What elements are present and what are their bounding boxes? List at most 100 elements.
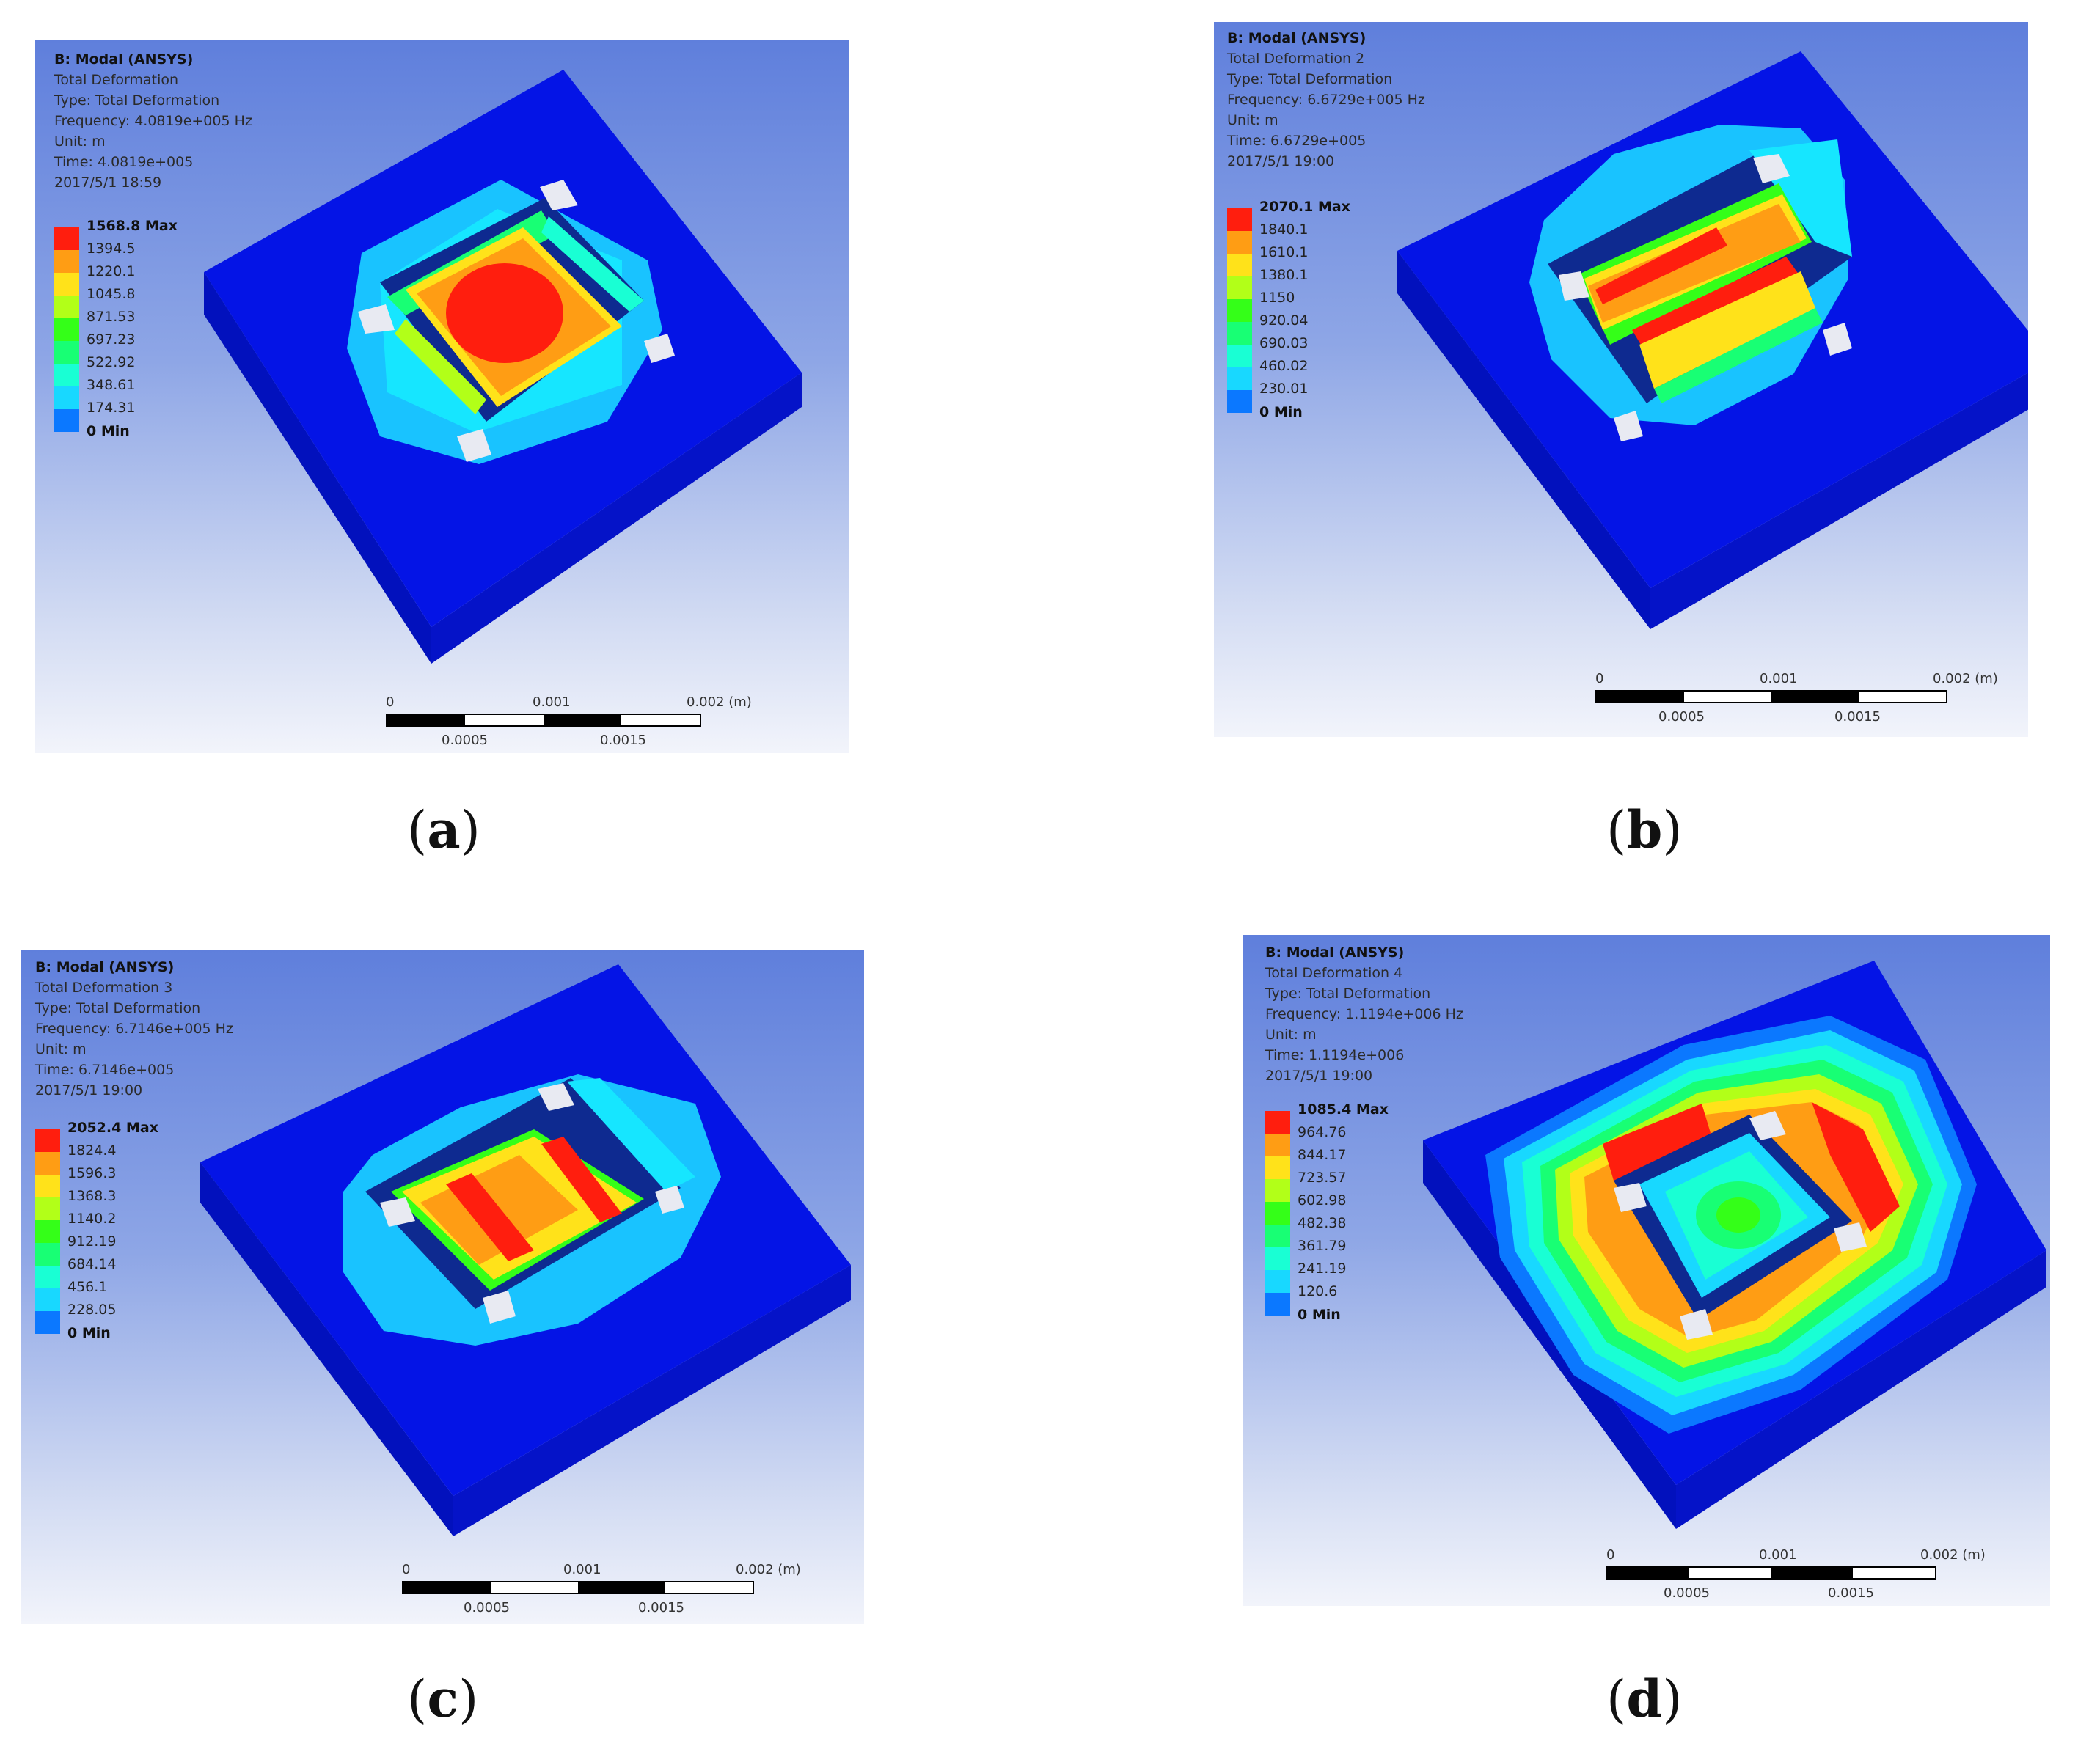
- scale-tick: 0.0005: [1658, 709, 1705, 725]
- legend-value: 1140.2: [67, 1211, 117, 1227]
- caption-letter: d: [1626, 1668, 1663, 1729]
- max-band-1: [446, 1173, 534, 1261]
- header-line: Time: 6.7146e+005: [35, 1062, 175, 1078]
- legend-swatch: [1265, 1156, 1290, 1179]
- caption-a: (a): [407, 799, 480, 860]
- mass-orange: [1588, 204, 1801, 323]
- scale-tick: 0.0015: [1834, 709, 1881, 725]
- scale-bar-graphic: [1595, 690, 1947, 703]
- header-line: Total Deformation 3: [35, 980, 173, 996]
- legend-value: 1394.5: [87, 241, 136, 257]
- header-line: Frequency: 1.1194e+006 Hz: [1265, 1006, 1463, 1022]
- header-line: Total Deformation: [54, 72, 179, 88]
- panel-d: B: Modal (ANSYS) Total Deformation 4 Typ…: [1243, 935, 2050, 1606]
- caption-letter: b: [1626, 799, 1663, 860]
- scale-tick: 0.0015: [638, 1600, 684, 1615]
- corner-notch-2: [1559, 271, 1589, 301]
- result-header: B: Modal (ANSYS) Total Deformation 3 Typ…: [35, 957, 233, 1101]
- scale-block: [387, 715, 465, 725]
- scale-block: [578, 1582, 665, 1593]
- legend-swatch: [1227, 208, 1252, 231]
- plate-side-right: [431, 373, 802, 664]
- caption-letter: a: [427, 799, 461, 860]
- header-line: Type: Total Deformation: [54, 92, 220, 109]
- legend-swatch: [35, 1129, 60, 1152]
- legend-value: 871.53: [87, 309, 136, 325]
- corner-notch-3: [644, 334, 675, 363]
- cavity-wall-band-2: [395, 319, 486, 414]
- panel-c: B: Modal (ANSYS) Total Deformation 3 Typ…: [21, 950, 864, 1624]
- legend-swatch: [1265, 1270, 1290, 1293]
- legend-swatch: [35, 1266, 60, 1288]
- scale-bar: 0 0.001 0.002 (m) 0.0005 0.0015: [1595, 671, 1998, 730]
- legend-swatch: [1265, 1134, 1290, 1156]
- legend-value: 228.05: [67, 1302, 117, 1318]
- legend-min: 0 Min: [87, 423, 130, 439]
- scale-tick: 0.0005: [442, 733, 488, 748]
- header-line: Frequency: 6.7146e+005 Hz: [35, 1021, 233, 1037]
- header-line: Time: 1.1194e+006: [1265, 1047, 1405, 1063]
- scale-bar: 0 0.001 0.002 (m) 0.0005 0.0015: [402, 1562, 801, 1621]
- legend-swatch: [35, 1152, 60, 1175]
- legend-swatch: [1227, 276, 1252, 299]
- legend-value: 241.19: [1298, 1261, 1347, 1277]
- result-header: B: Modal (ANSYS) Total Deformation 4 Typ…: [1265, 942, 1463, 1086]
- mass-lower: [1639, 271, 1815, 389]
- scale-tick: 0.001: [563, 1562, 601, 1577]
- caption-c: (c): [407, 1668, 479, 1729]
- legend-value: 1045.8: [87, 286, 136, 302]
- scale-bar: 0 0.001 0.002 (m) 0.0005 0.0015: [1606, 1547, 1986, 1606]
- legend-swatch: [1265, 1111, 1290, 1134]
- corner-notch-3: [1823, 323, 1852, 356]
- legend-value: 2052.4 Max: [67, 1120, 158, 1136]
- panel-b: B: Modal (ANSYS) Total Deformation 2 Typ…: [1214, 22, 2028, 737]
- legend-value: 230.01: [1259, 381, 1309, 397]
- scale-tick: 0: [1595, 671, 1604, 686]
- header-line: 2017/5/1 19:00: [1265, 1068, 1373, 1084]
- scale-bar: 0 0.001 0.002 (m) 0.0005 0.0015: [386, 694, 752, 753]
- plate-side-left: [1397, 251, 1650, 629]
- max-deformation-spot: [446, 263, 563, 363]
- scale-block: [1771, 692, 1859, 702]
- header-line: B: Modal (ANSYS): [35, 959, 175, 975]
- legend-swatch: [35, 1288, 60, 1311]
- corner-notch-1: [1749, 1111, 1786, 1140]
- scale-block: [1608, 1568, 1689, 1578]
- scale-bar-graphic: [1606, 1566, 1936, 1580]
- result-header: B: Modal (ANSYS) Total Deformation 2 Typ…: [1227, 28, 1425, 172]
- scale-block: [1597, 692, 1684, 702]
- legend-swatch: [54, 364, 79, 386]
- header-line: Type: Total Deformation: [1227, 71, 1393, 87]
- header-line: Total Deformation 2: [1227, 51, 1365, 67]
- legend-swatch: [1265, 1225, 1290, 1247]
- max-band-1: [1595, 227, 1727, 304]
- max-band-top: [1603, 1104, 1713, 1181]
- scale-tick: 0.0005: [464, 1600, 510, 1615]
- max-band-2: [1632, 257, 1799, 348]
- legend-swatch: [1227, 345, 1252, 367]
- legend-value: 602.98: [1298, 1192, 1347, 1208]
- scale-tick: 0.002 (m): [736, 1562, 801, 1577]
- header-line: Type: Total Deformation: [1265, 986, 1431, 1002]
- mass-lower-green: [1654, 308, 1823, 403]
- max-band-2: [541, 1137, 622, 1222]
- corner-notch-1: [540, 180, 578, 210]
- header-line: B: Modal (ANSYS): [1227, 30, 1367, 46]
- legend-swatch: [1227, 390, 1252, 413]
- caption-letter: c: [427, 1668, 458, 1729]
- scale-tick: 0.0015: [600, 733, 646, 748]
- header-line: Unit: m: [54, 133, 106, 150]
- max-band-right: [1812, 1102, 1900, 1232]
- center-deformation-core: [1716, 1197, 1760, 1233]
- header-line: Frequency: 6.6729e+005 Hz: [1227, 92, 1425, 108]
- legend-swatch: [1227, 231, 1252, 254]
- legend-swatch: [54, 341, 79, 364]
- legend-value: 460.02: [1259, 358, 1309, 374]
- panel-a: B: Modal (ANSYS) Total Deformation Type:…: [35, 40, 849, 753]
- legend-value: 2070.1 Max: [1259, 199, 1350, 215]
- legend-value: 690.03: [1259, 335, 1309, 351]
- header-line: B: Modal (ANSYS): [54, 51, 194, 67]
- corner-notch-2: [358, 304, 395, 334]
- corner-notch-1: [538, 1083, 574, 1111]
- legend-value: 1150: [1259, 290, 1295, 306]
